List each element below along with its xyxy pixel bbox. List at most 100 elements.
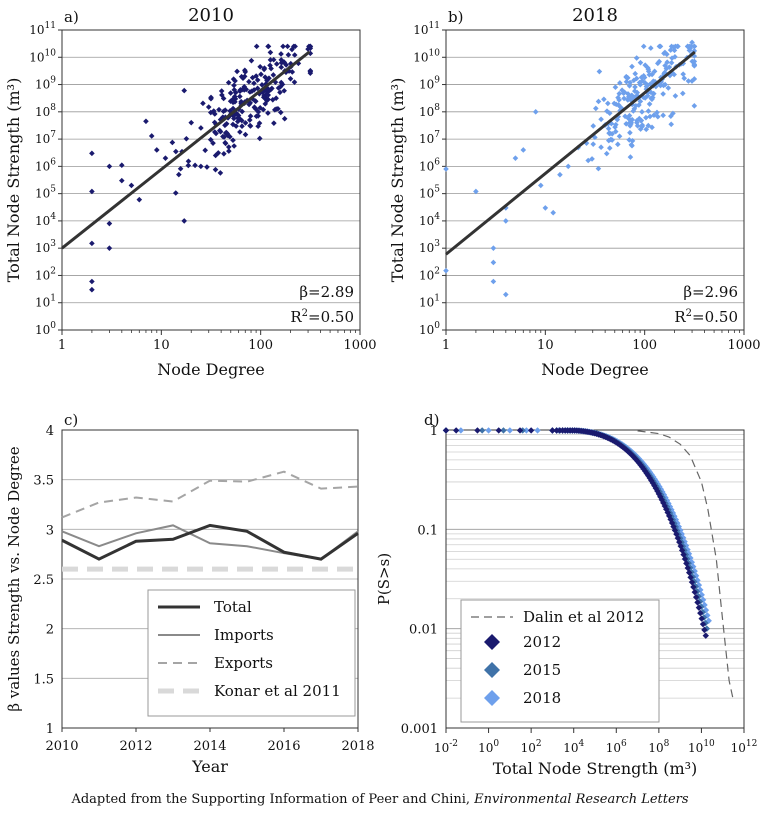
data-point — [275, 85, 282, 91]
data-point — [512, 155, 519, 161]
data-point — [136, 196, 143, 203]
data-point — [223, 121, 230, 127]
data-point — [280, 43, 286, 50]
data-point — [213, 130, 219, 137]
data-point — [684, 43, 691, 50]
data-point — [247, 89, 253, 95]
data-point — [612, 128, 619, 135]
data-point — [660, 82, 667, 89]
y-tick-label: 104 — [35, 212, 56, 228]
data-point — [220, 95, 227, 102]
y-tick-label: 0.01 — [409, 623, 438, 638]
data-point — [673, 530, 680, 538]
data-point — [231, 87, 238, 93]
panel-c: 1 1.5 2 2.5 3 3.5 4 2010 2012 2014 2016 2018 Total Im… — [5, 411, 375, 776]
data-point — [645, 122, 652, 129]
data-point — [565, 163, 572, 170]
y-tick-label: 101 — [35, 294, 56, 310]
data-point — [200, 100, 206, 107]
data-point — [207, 136, 214, 143]
data-point — [523, 427, 530, 434]
legend-label: 2018 — [523, 689, 561, 707]
y-tick-label: 3.5 — [33, 474, 54, 489]
data-point — [542, 205, 549, 211]
data-point — [654, 60, 661, 67]
data-point — [270, 72, 277, 78]
data-point — [106, 163, 113, 170]
data-point — [265, 110, 271, 116]
data-point — [685, 569, 693, 576]
x-tick-label: 10 — [153, 338, 170, 353]
data-point — [641, 74, 648, 81]
data-point — [271, 120, 277, 126]
data-point — [626, 137, 633, 143]
data-point — [645, 108, 652, 114]
data-point — [230, 99, 236, 106]
data-point — [215, 150, 222, 156]
data-point — [173, 148, 179, 155]
data-point — [281, 115, 288, 122]
data-point — [674, 534, 682, 542]
data-point — [217, 116, 224, 123]
data-point — [585, 157, 592, 164]
data-point — [627, 154, 634, 160]
data-point — [703, 625, 711, 632]
data-point — [639, 122, 646, 128]
data-point — [632, 84, 638, 90]
data-point — [605, 125, 612, 132]
plot-frame — [61, 29, 361, 331]
x-tick-label: 1 — [442, 338, 450, 353]
data-point — [698, 591, 705, 599]
legend-swatch — [484, 634, 500, 650]
data-point — [595, 98, 602, 105]
data-point — [645, 68, 652, 75]
data-point — [608, 120, 615, 127]
data-point — [259, 89, 266, 96]
data-point — [621, 95, 627, 102]
data-point — [208, 95, 214, 102]
data-point — [516, 427, 524, 434]
data-point — [181, 87, 188, 94]
y-tick-label: 104 — [419, 212, 440, 228]
data-point — [532, 109, 539, 115]
data-point — [691, 103, 698, 109]
data-point — [291, 52, 298, 58]
data-point — [663, 506, 670, 513]
data-point — [232, 96, 239, 102]
data-point — [596, 68, 603, 75]
x-tick-label: 2016 — [267, 739, 300, 754]
y-tick-label: 1 — [430, 424, 438, 439]
data-point — [258, 71, 264, 78]
data-point — [534, 427, 541, 434]
data-point — [679, 90, 686, 97]
plot-frame — [445, 429, 745, 729]
data-point — [658, 496, 666, 503]
data-point — [660, 91, 666, 97]
data-point — [583, 140, 590, 146]
data-point — [651, 112, 657, 118]
data-point — [220, 133, 226, 140]
beta-annotation: β=2.89 — [299, 283, 354, 301]
data-point — [646, 101, 653, 107]
data-point — [590, 141, 597, 147]
data-point — [643, 114, 649, 121]
data-point — [278, 51, 284, 57]
y-tick-label: 1010 — [29, 48, 56, 64]
y-tick-label: 107 — [35, 130, 56, 146]
data-point — [690, 583, 697, 591]
data-point — [589, 156, 595, 162]
data-point — [257, 105, 263, 111]
data-point — [257, 63, 263, 70]
legend-swatch — [484, 690, 500, 706]
data-point — [242, 69, 249, 75]
data-point — [246, 101, 252, 108]
data-point — [648, 477, 655, 484]
data-point — [638, 463, 646, 471]
data-point — [604, 108, 610, 114]
data-point — [691, 58, 698, 65]
data-point — [267, 57, 274, 63]
data-point — [248, 57, 255, 64]
beta-annotation: β=2.96 — [683, 283, 738, 301]
data-point — [89, 150, 95, 157]
